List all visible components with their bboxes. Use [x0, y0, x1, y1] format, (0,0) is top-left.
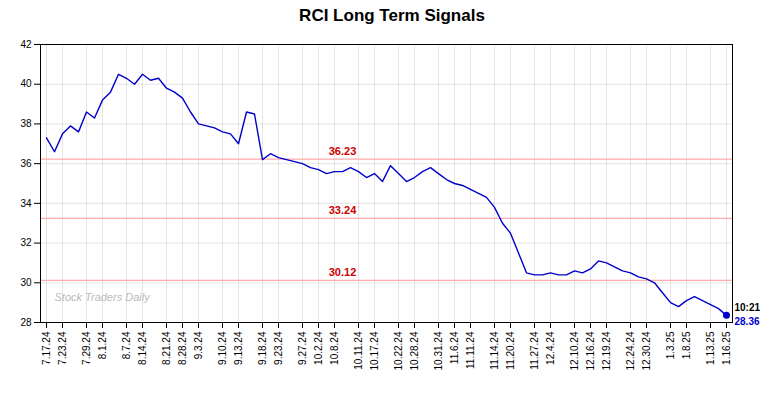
svg-text:34: 34 — [20, 198, 32, 209]
svg-text:12.4.24: 12.4.24 — [545, 331, 556, 365]
svg-text:11.11.24: 11.11.24 — [465, 331, 476, 369]
svg-text:36.23: 36.23 — [329, 145, 357, 157]
svg-text:10.31.24: 10.31.24 — [433, 331, 444, 370]
svg-text:30.12: 30.12 — [329, 266, 357, 278]
svg-text:28: 28 — [20, 317, 32, 328]
svg-text:33.24: 33.24 — [329, 204, 357, 216]
svg-text:9.23.24: 9.23.24 — [273, 331, 284, 365]
svg-text:10.28.24: 10.28.24 — [409, 331, 420, 370]
svg-text:10.17.24: 10.17.24 — [369, 331, 380, 370]
svg-text:7.29.24: 7.29.24 — [81, 331, 92, 365]
svg-text:10.22.24: 10.22.24 — [393, 331, 404, 370]
svg-text:10:21: 10:21 — [735, 302, 761, 313]
svg-text:11.6.24: 11.6.24 — [449, 331, 460, 364]
svg-text:10.2.24: 10.2.24 — [313, 331, 324, 365]
svg-text:40: 40 — [20, 78, 32, 89]
svg-text:1.16.25: 1.16.25 — [721, 331, 732, 365]
svg-text:9.3.24: 9.3.24 — [193, 331, 204, 359]
svg-text:11.27.24: 11.27.24 — [529, 331, 540, 370]
svg-text:30: 30 — [20, 277, 32, 288]
svg-text:9.10.24: 9.10.24 — [217, 331, 228, 365]
svg-text:8.21.24: 8.21.24 — [161, 331, 172, 365]
svg-text:12.30.24: 12.30.24 — [641, 331, 652, 370]
svg-text:11.14.24: 11.14.24 — [489, 331, 500, 370]
svg-text:10.8.24: 10.8.24 — [329, 331, 340, 365]
svg-text:10.11.24: 10.11.24 — [353, 331, 364, 370]
svg-text:8.28.24: 8.28.24 — [177, 331, 188, 365]
svg-text:12.16.24: 12.16.24 — [585, 331, 596, 370]
svg-text:32: 32 — [20, 237, 32, 248]
svg-text:12.24.24: 12.24.24 — [625, 331, 636, 370]
svg-text:7.17.24: 7.17.24 — [41, 331, 52, 365]
svg-text:12.10.24: 12.10.24 — [569, 331, 580, 370]
svg-text:12.19.24: 12.19.24 — [601, 331, 612, 370]
svg-text:38: 38 — [20, 118, 32, 129]
svg-text:7.23.24: 7.23.24 — [57, 331, 68, 365]
svg-text:36: 36 — [20, 158, 32, 169]
svg-text:1.13.25: 1.13.25 — [705, 331, 716, 365]
svg-text:9.18.24: 9.18.24 — [257, 331, 268, 365]
svg-text:42: 42 — [20, 39, 32, 50]
svg-text:28.36: 28.36 — [735, 316, 760, 327]
svg-text:1.3.25: 1.3.25 — [665, 331, 676, 359]
svg-text:Stock Traders Daily: Stock Traders Daily — [55, 291, 152, 303]
svg-text:9.27.24: 9.27.24 — [297, 331, 308, 365]
svg-text:8.14.24: 8.14.24 — [137, 331, 148, 365]
html-text:RCI Long Term Signals: RCI Long Term Signals — [299, 6, 485, 25]
svg-text:9.13.24: 9.13.24 — [233, 331, 244, 365]
svg-text:8.7.24: 8.7.24 — [121, 331, 132, 359]
svg-text:8.1.24: 8.1.24 — [97, 331, 108, 359]
svg-text:1.8.25: 1.8.25 — [681, 331, 692, 359]
svg-text:11.20.24: 11.20.24 — [505, 331, 516, 370]
